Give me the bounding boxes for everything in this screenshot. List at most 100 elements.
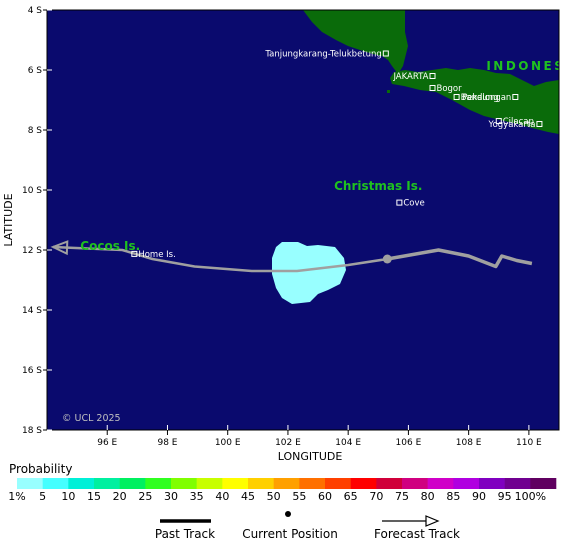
- legend-label: 40: [215, 490, 229, 503]
- legend-swatch: [299, 478, 326, 489]
- x-axis-title: LONGITUDE: [278, 450, 343, 463]
- place-label: JAKARTA: [392, 72, 428, 82]
- forecast-track-line: [52, 245, 388, 273]
- legend-swatch: [453, 478, 480, 489]
- y-axis-title: LATITUDE: [2, 193, 15, 246]
- place-label: Cilacap: [503, 117, 534, 127]
- legend-swatch: [171, 478, 197, 489]
- legend-label: 15: [87, 490, 101, 503]
- legend-swatch: [402, 478, 428, 489]
- copyright-credit: © UCL 2025: [62, 413, 121, 424]
- legend-label: 75: [395, 490, 409, 503]
- legend-swatch: [479, 478, 505, 489]
- x-tick-label: 106 E: [396, 438, 422, 448]
- place-label: Bandung: [461, 93, 499, 103]
- y-tick-label: 4 S: [28, 6, 43, 16]
- legend-swatch: [145, 478, 172, 489]
- legend-title: Probability: [9, 462, 72, 476]
- current-position-key-dot: [285, 511, 291, 517]
- region-label: INDONES: [486, 59, 565, 73]
- place-label: Tanjungkarang-Telukbetung: [264, 50, 381, 60]
- place-marker: [453, 94, 460, 100]
- legend-label: 30: [164, 490, 178, 503]
- x-tick-label: 104 E: [335, 438, 361, 448]
- legend-swatch: [248, 478, 274, 489]
- current-position-key-label: Current Position: [242, 527, 338, 541]
- legend-swatch: [530, 478, 557, 489]
- legend-swatch: [273, 478, 300, 489]
- x-tick-label: 96 E: [97, 438, 117, 448]
- x-tick-label: 98 E: [157, 438, 177, 448]
- place-marker: [131, 250, 138, 257]
- place-label: Pekalongan: [462, 93, 511, 103]
- y-tick-label: 6 S: [28, 66, 43, 76]
- legend-swatch: [350, 478, 377, 489]
- region-labels: Christmas Is. Cocos Is. INDONES: [80, 59, 565, 253]
- legend-label: 85: [446, 490, 460, 503]
- legend-swatch: [17, 478, 43, 489]
- islet: [387, 90, 390, 93]
- x-tick-label: 102 E: [275, 438, 301, 448]
- x-tick-label: 110 E: [516, 438, 542, 448]
- map-plot-area: Tanjungkarang-Telukbetung JAKARTA BogorBan…: [46, 9, 565, 431]
- legend-label: 10: [61, 490, 75, 503]
- place-label: Bogor: [437, 84, 463, 94]
- legend-swatch: [376, 478, 403, 489]
- y-tick-label: 8 S: [28, 126, 43, 136]
- map-frame: [46, 9, 560, 431]
- y-tick-label: 16 S: [22, 366, 42, 376]
- y-tick-label: 14 S: [22, 306, 42, 316]
- legend-label: 55: [292, 490, 306, 503]
- legend-label: 45: [241, 490, 255, 503]
- legend-label: 35: [190, 490, 204, 503]
- legend-label: 70: [369, 490, 383, 503]
- legend-label: 1%: [8, 490, 25, 503]
- legend-label: 60: [318, 490, 332, 503]
- forecast-track-key-arrow: [425, 515, 440, 527]
- legend-swatch: [94, 478, 120, 489]
- forecast-arrowhead: [50, 240, 69, 256]
- legend-label: 100%: [515, 490, 546, 503]
- probability-swath: [272, 242, 346, 304]
- past-track-key-label: Past Track: [155, 527, 215, 541]
- legend-label: 5: [39, 490, 46, 503]
- legend-label: 90: [472, 490, 486, 503]
- place-marker: [536, 121, 543, 127]
- legend-swatch: [42, 478, 69, 489]
- place-marker: [382, 50, 389, 57]
- legend-swatch: [68, 478, 95, 489]
- y-tick-label: 10 S: [22, 186, 42, 196]
- legend-swatch: [427, 478, 454, 489]
- legend-label: 50: [267, 490, 281, 503]
- legend-label: 80: [421, 490, 435, 503]
- place-marker: [429, 85, 436, 91]
- legend-swatch: [196, 478, 223, 489]
- place-label: Yogyakarta: [488, 120, 536, 130]
- place-marker: [429, 73, 436, 79]
- region-label: Christmas Is.: [334, 179, 422, 193]
- track-key: Past Track Current Position Forecast Tra…: [155, 511, 460, 541]
- legend-swatch: [504, 478, 531, 489]
- probability-legend: 1% 5 10 15 20 25 30 35 40 45 50 55 60 65 70 75 80 85 90 95 1…: [8, 478, 557, 503]
- axis-ticks: 96 E 98 E 100 E 102 E 104 E 106 E 108 E 110 E 4 …: [22, 6, 542, 448]
- place-marker: [396, 199, 403, 206]
- legend-swatch: [119, 478, 146, 489]
- place-label: Home Is.: [138, 250, 175, 260]
- legend-label: 25: [138, 490, 152, 503]
- place-marker: [512, 94, 519, 100]
- y-tick-label: 18 S: [22, 426, 42, 436]
- legend-label: 20: [113, 490, 127, 503]
- place-labels: Tanjungkarang-Telukbetung JAKARTA BogorBan…: [131, 50, 543, 260]
- x-tick-label: 108 E: [456, 438, 482, 448]
- legend-swatch: [222, 478, 249, 489]
- region-label: Cocos Is.: [80, 239, 140, 253]
- forecast-track-key-label: Forecast Track: [374, 527, 460, 541]
- legend-swatch: [325, 478, 351, 489]
- past-track-line: [386, 248, 533, 269]
- place-marker: [495, 118, 502, 124]
- x-tick-label: 100 E: [215, 438, 241, 448]
- current-position-marker: [382, 254, 392, 264]
- legend-label: 65: [344, 490, 358, 503]
- java-landmass: [390, 68, 559, 134]
